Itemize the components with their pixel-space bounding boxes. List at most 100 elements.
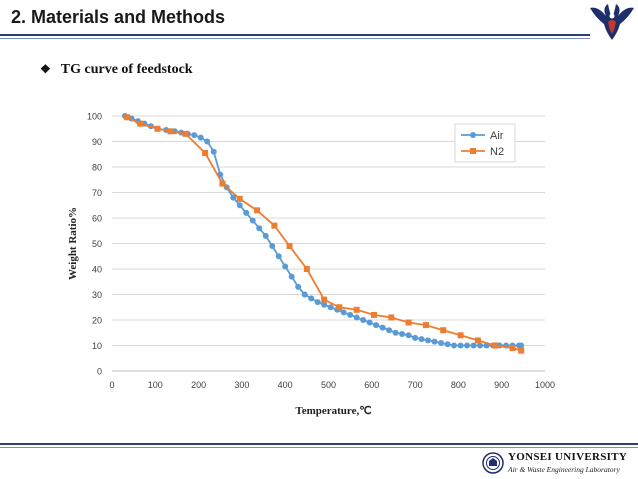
slide-title: 2. Materials and Methods [11, 7, 226, 27]
lab-name: Air & Waste Engineering Laboratory [508, 465, 620, 474]
data-point-air [269, 243, 276, 250]
data-point-air [418, 336, 425, 343]
data-point-n2 [236, 195, 243, 202]
university-name: YONSEI UNIVERSITY [508, 451, 628, 463]
data-point-n2 [124, 114, 131, 121]
data-point-air [425, 337, 432, 344]
data-point-n2 [509, 345, 516, 352]
data-point-n2 [321, 296, 328, 303]
y-tick-label: 50 [92, 239, 102, 249]
data-point-air [197, 134, 204, 141]
y-tick-label: 80 [92, 163, 102, 173]
x-tick-label: 300 [234, 380, 249, 390]
data-point-air [360, 317, 367, 323]
data-point-air [256, 225, 263, 232]
y-tick-label: 60 [92, 214, 102, 224]
data-point-air [477, 342, 484, 349]
data-point-n2 [422, 322, 429, 329]
data-point-air [451, 342, 458, 349]
x-tick-label: 600 [364, 380, 379, 390]
data-point-n2 [182, 130, 189, 137]
eagle-logo [590, 4, 634, 40]
x-tick-label: 900 [494, 380, 509, 390]
data-point-n2 [492, 342, 499, 349]
footer-divider-thin [0, 447, 638, 448]
data-point-air [275, 253, 282, 260]
data-point-n2 [219, 180, 226, 187]
data-point-n2 [370, 311, 377, 318]
data-point-air [243, 209, 250, 216]
legend-label-n2: N2 [490, 146, 504, 158]
x-tick-label: 0 [109, 380, 114, 390]
y-axis-label: Weight Ratio% [67, 207, 79, 280]
data-point-air [249, 217, 256, 224]
x-tick-label: 700 [408, 380, 423, 390]
data-point-air [438, 339, 445, 346]
y-tick-label: 40 [92, 265, 102, 275]
data-point-n2 [405, 319, 412, 326]
data-point-air [379, 324, 386, 331]
data-point-n2 [167, 128, 174, 135]
data-point-n2 [254, 207, 261, 214]
x-tick-label: 100 [148, 380, 163, 390]
y-tick-label: 30 [92, 290, 102, 300]
data-point-n2 [286, 243, 293, 250]
data-point-air [386, 327, 393, 334]
data-point-n2 [336, 304, 343, 311]
data-point-air [464, 342, 471, 349]
x-tick-label: 500 [321, 380, 336, 390]
data-point-n2 [353, 306, 360, 313]
data-point-air [444, 341, 451, 348]
data-point-air [373, 322, 380, 329]
data-point-air [314, 299, 321, 306]
data-point-n2 [474, 337, 481, 344]
x-tick-label: 400 [278, 380, 293, 390]
data-point-n2 [137, 120, 144, 127]
data-point-n2 [154, 125, 161, 132]
data-point-air [301, 291, 308, 298]
y-tick-label: 10 [92, 341, 102, 351]
data-point-air [327, 304, 334, 311]
data-point-air [399, 331, 406, 338]
data-point-air [262, 232, 269, 239]
legend-label-air: Air [490, 130, 504, 142]
data-point-air [431, 338, 438, 345]
title-divider-thin [0, 38, 590, 39]
footer-divider [0, 443, 638, 445]
university-seal-icon [482, 452, 504, 474]
data-point-air [191, 132, 198, 139]
y-tick-label: 0 [97, 367, 102, 377]
legend-box [454, 123, 516, 163]
bullet-item: ❖ TG curve of feedstock [40, 62, 193, 78]
data-point-n2 [202, 149, 209, 156]
data-point-n2 [518, 347, 525, 354]
data-point-air [353, 314, 360, 321]
data-point-air [470, 342, 477, 349]
data-point-air [392, 329, 399, 336]
data-point-air [230, 194, 237, 201]
data-point-air [405, 332, 412, 339]
data-point-air [412, 334, 419, 341]
data-point-air [308, 295, 315, 302]
data-point-air [366, 319, 373, 326]
data-point-air [288, 273, 295, 280]
y-tick-label: 100 [87, 112, 102, 122]
data-point-air [210, 148, 217, 155]
data-point-air [282, 263, 289, 270]
data-point-n2 [440, 327, 447, 334]
diamond-bullet-icon: ❖ [40, 62, 51, 76]
x-tick-label: 200 [191, 380, 206, 390]
data-point-n2 [457, 332, 464, 339]
data-point-air [347, 311, 354, 318]
title-divider [0, 34, 590, 36]
data-point-n2 [303, 266, 310, 272]
y-tick-label: 90 [92, 137, 102, 147]
bullet-text: TG curve of feedstock [60, 62, 193, 77]
data-point-air [457, 342, 464, 349]
y-tick-label: 20 [92, 316, 102, 326]
data-point-air [340, 309, 347, 316]
data-point-air [204, 138, 211, 145]
data-point-n2 [271, 222, 278, 229]
legend-marker-air [470, 132, 476, 138]
